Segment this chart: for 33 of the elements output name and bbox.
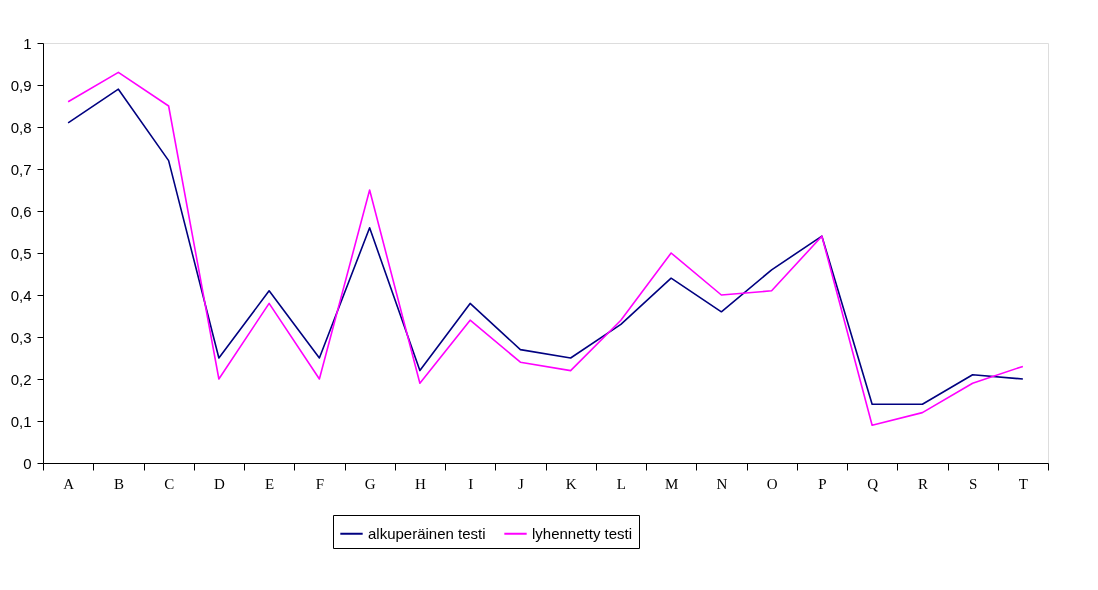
x-tick-label: E [265, 475, 275, 492]
legend-label: alkuperäinen testi [368, 524, 486, 542]
y-tick-label: 0,2 [10, 370, 32, 388]
x-tick-label: R [917, 475, 928, 492]
y-tick-label: 0,4 [10, 286, 32, 304]
y-tick-label: 0,9 [10, 76, 32, 94]
x-tick-label: S [968, 475, 978, 492]
x-tick-label: N [716, 475, 728, 492]
y-tick-label: 0,5 [10, 244, 32, 262]
x-tick-label: Q [867, 475, 879, 492]
x-tick-label: I [468, 475, 474, 492]
x-tick-label: F [315, 475, 325, 492]
y-tick-label: 0,1 [10, 412, 32, 430]
x-tick-label: D [213, 475, 225, 492]
x-tick-label: C [164, 475, 175, 492]
x-tick-label: T [1018, 475, 1028, 492]
y-tick-label: 0,3 [10, 328, 32, 346]
x-tick-label: A [63, 475, 75, 492]
x-tick-label: G [364, 475, 376, 492]
y-tick-label: 0,7 [10, 160, 32, 178]
x-tick-label: M [664, 475, 679, 492]
x-tick-label: O [766, 475, 778, 492]
x-tick-label: L [616, 475, 626, 492]
x-tick-label: K [565, 475, 577, 492]
legend-label: lyhennetty testi [532, 524, 633, 542]
y-tick-label: 1 [23, 34, 32, 52]
x-tick-label: J [517, 475, 524, 492]
x-tick-label: H [414, 475, 426, 492]
y-tick-label: 0,6 [10, 202, 32, 220]
x-tick-label: B [113, 475, 124, 492]
y-tick-label: 0 [23, 454, 32, 472]
x-tick-label: P [818, 475, 827, 492]
y-tick-label: 0,8 [10, 118, 32, 136]
